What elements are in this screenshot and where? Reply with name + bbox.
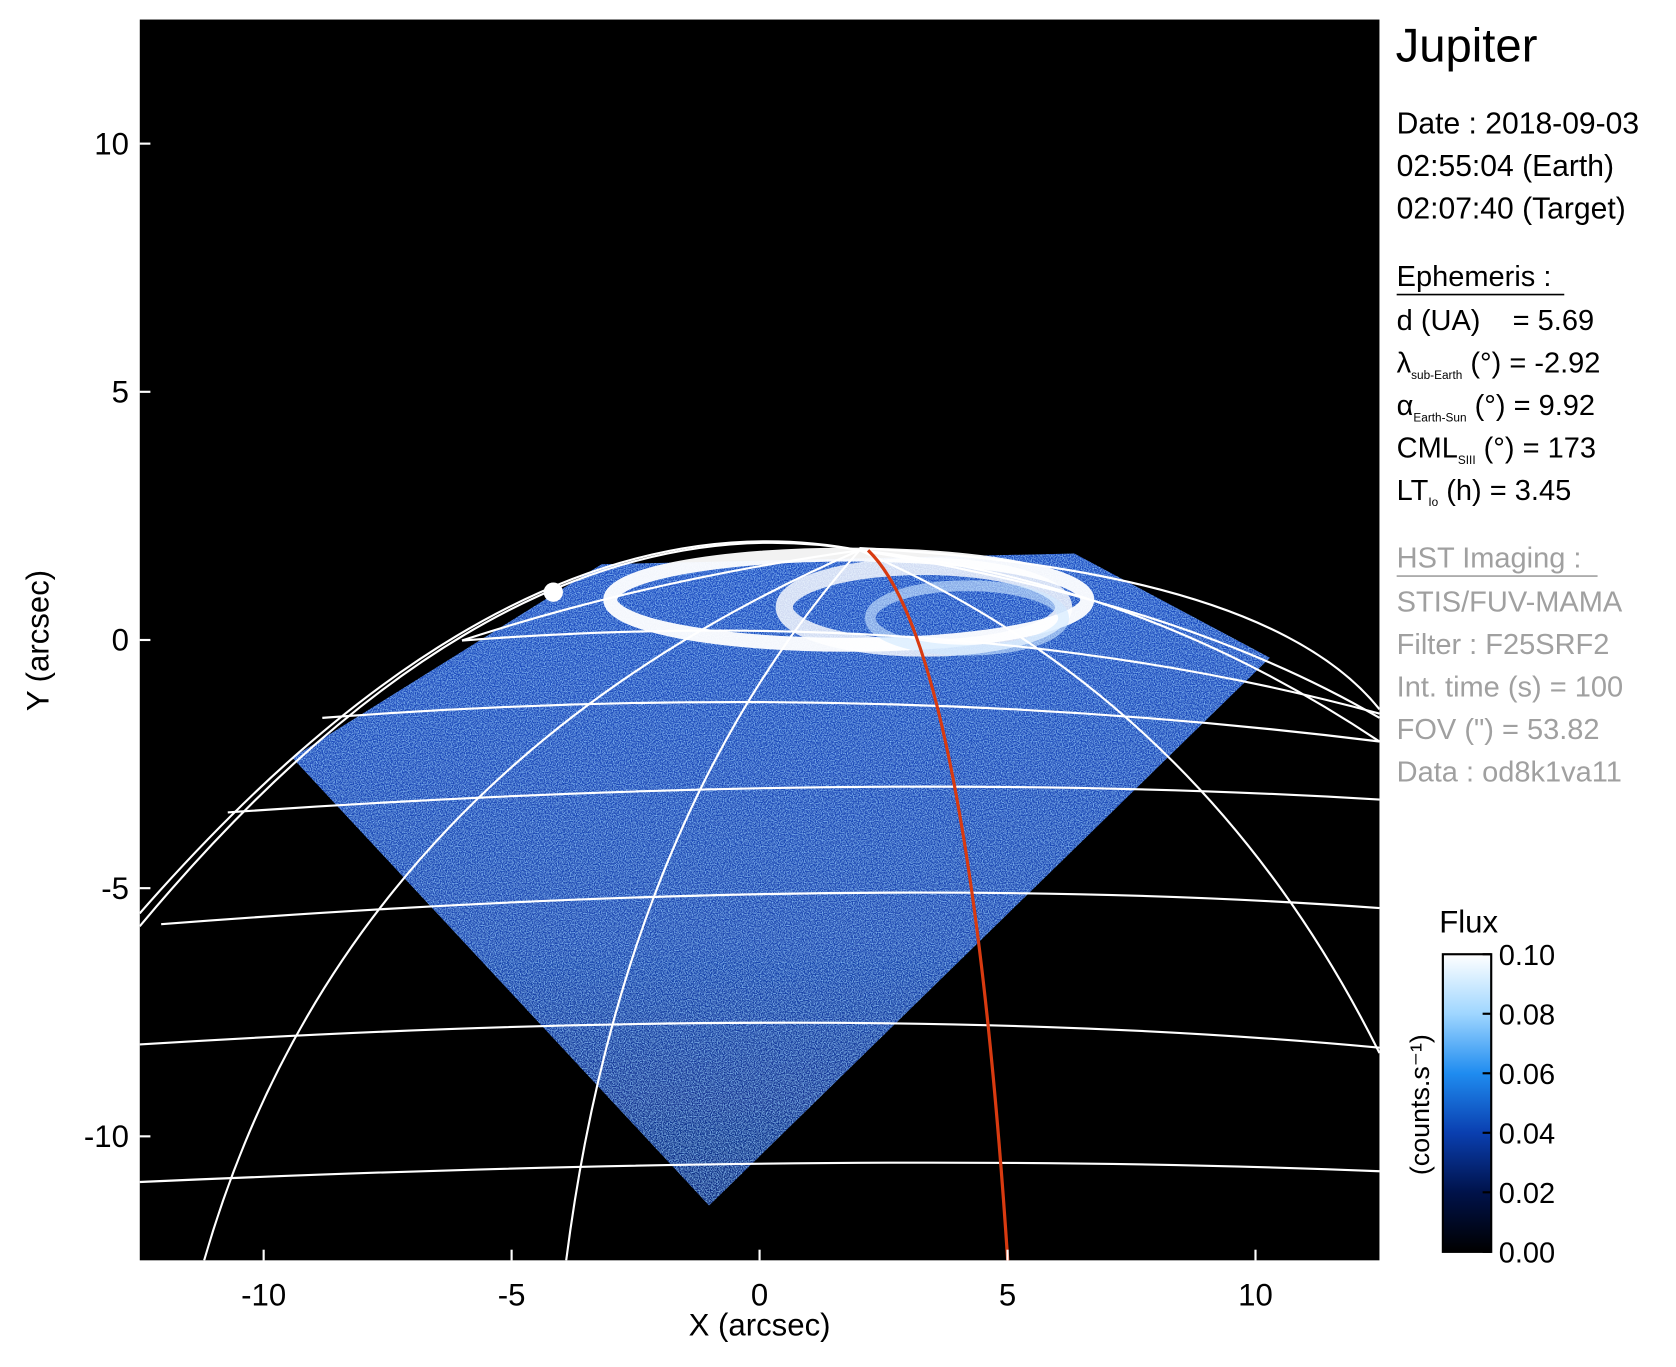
imaging-item: Int. time (s) = 100 — [1397, 671, 1623, 703]
image — [139, 19, 1380, 1261]
planet-grid — [139, 540, 1380, 1261]
colorbar-tick-label: 0.02 — [1499, 1178, 1555, 1210]
colorbar-unit: (counts.s⁻¹) — [1405, 1034, 1435, 1175]
ephemeris-symbol: λ — [1397, 347, 1412, 379]
ephemeris-subscript: Earth-Sun — [1413, 410, 1466, 424]
ephemeris-value: (h) = 3.45 — [1438, 475, 1571, 507]
x-tick-label: 10 — [1238, 1278, 1273, 1313]
date-line: 02:07:40 (Target) — [1397, 192, 1626, 225]
colorbar-tick-label: 0.10 — [1499, 940, 1555, 972]
colorbar — [1441, 953, 1493, 1253]
ephemeris-symbol: d (UA) = 5.69 — [1397, 305, 1594, 337]
imaging-item: Filter : F25SRF2 — [1397, 629, 1610, 661]
colorbar-label: Flux — [1439, 905, 1498, 940]
ephemeris-item: d (UA) = 5.69 — [1397, 305, 1594, 337]
colorbar-tick-label: 0.06 — [1499, 1059, 1555, 1091]
ephemeris-symbol: α — [1397, 390, 1414, 422]
ephemeris-subscript: SIII — [1458, 453, 1476, 467]
imaging-item: Data : od8k1va11 — [1397, 756, 1622, 788]
ephemeris-item: CMLSIII (°) = 173 — [1397, 432, 1596, 466]
io-footpath — [866, 549, 1010, 1261]
y-axis-label: Y (arcsec) — [20, 570, 55, 711]
ephemeris-title: Ephemeris : — [1397, 261, 1552, 293]
colorbar-tick-label: 0.00 — [1499, 1238, 1555, 1270]
ephemeris-value: (°) = 173 — [1476, 432, 1596, 464]
ephemeris-item: αEarth-Sun (°) = 9.92 — [1397, 390, 1595, 424]
imaging-item: FOV (") = 53.82 — [1397, 714, 1600, 746]
y-tick-label: 0 — [112, 623, 129, 658]
ephemeris-symbol: LT — [1397, 475, 1429, 507]
x-axis-label: X (arcsec) — [689, 1308, 831, 1343]
y-tick-label: -5 — [101, 871, 129, 906]
y-tick-label: 5 — [112, 375, 129, 410]
ephemeris-value: (°) = -2.92 — [1462, 347, 1600, 379]
ephemeris-item: LTIo (h) = 3.45 — [1397, 475, 1572, 509]
imaging-title: HST Imaging : — [1397, 542, 1582, 574]
y-tick-label: -10 — [84, 1119, 129, 1154]
emission-region — [292, 553, 1270, 1206]
panel-title: Jupiter — [1396, 19, 1538, 72]
colorbar-tick-label: 0.08 — [1499, 1000, 1555, 1032]
ephemeris-subscript: Io — [1428, 495, 1438, 509]
colorbar-tick-label: 0.04 — [1499, 1119, 1555, 1151]
x-tick-label: 5 — [999, 1278, 1016, 1313]
x-tick-label: -5 — [498, 1278, 526, 1313]
ephemeris-item: λsub-Earth (°) = -2.92 — [1397, 347, 1601, 381]
ephemeris-value: (°) = 9.92 — [1467, 390, 1595, 422]
x-tick-label: -10 — [241, 1278, 286, 1313]
imaging-item: STIS/FUV-MAMA — [1397, 587, 1623, 619]
date-line: Date : 2018-09-03 — [1397, 107, 1639, 140]
ephemeris-symbol: CML — [1397, 432, 1458, 464]
x-tick-label: 0 — [751, 1278, 768, 1313]
date-line: 02:55:04 (Earth) — [1397, 150, 1614, 183]
info-panel: Date : 2018-09-03 02:55:04 (Earth) 02:07:4… — [1397, 107, 1639, 788]
y-tick-label: 10 — [94, 126, 129, 161]
ephemeris-subscript: sub-Earth — [1411, 368, 1462, 382]
